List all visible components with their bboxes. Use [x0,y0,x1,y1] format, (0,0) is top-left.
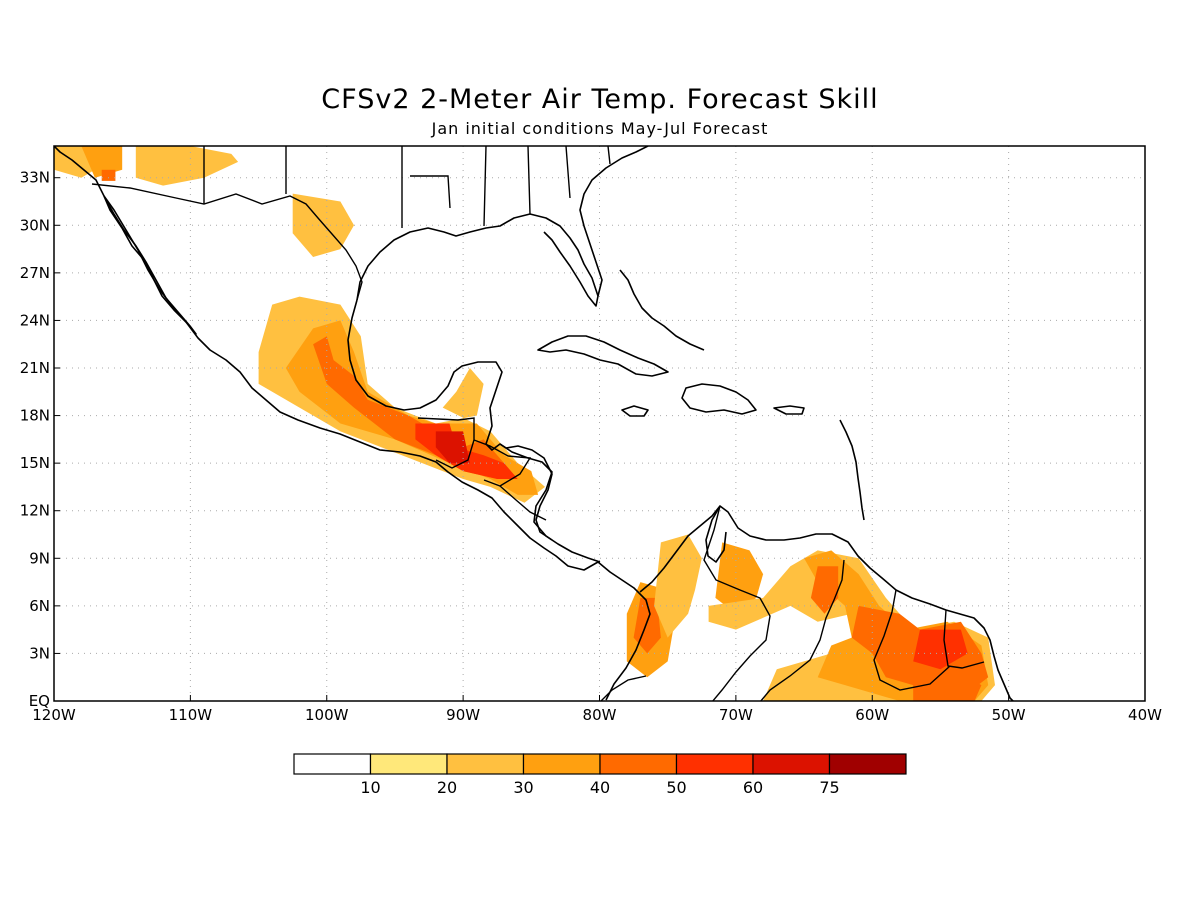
colorbar-label: 60 [743,778,763,797]
colorbar-label: 20 [437,778,457,797]
colorbar: 10 20 30 40 50 60 75 [293,753,907,797]
coastline-layer [54,146,1015,701]
colorbar-swatch-4 [599,753,678,775]
political-border-layer [91,146,985,701]
lat-tick-label: 12N [20,502,50,520]
skill-region-19 [913,669,982,701]
lat-tick-label: 33N [20,169,50,187]
lon-tick-label: 120W [32,706,76,724]
lon-tick-label: 70W [719,706,753,724]
coastline-bahamas [619,269,705,351]
lat-tick-label: 6N [29,597,50,615]
lon-tick-label: 110W [169,706,213,724]
lon-tick-label: 80W [583,706,617,724]
coastline-lesser-antilles [839,419,865,521]
skill-region-9 [435,431,470,464]
map-subtitle: Jan initial conditions May-Jul Forecast [431,119,769,138]
coastline-south-america [639,505,1015,701]
border-suriname-guiana [943,609,985,669]
lon-tick-label: 40W [1128,706,1162,724]
lat-tick-label: 18N [20,407,50,425]
skill-region-2 [81,146,123,178]
lat-tick-label: 15N [20,454,50,472]
colorbar-label: 50 [666,778,686,797]
lat-tick-label: EQ [29,692,50,710]
map-title: CFSv2 2-Meter Air Temp. Forecast Skill [321,84,879,115]
colorbar-swatch-5 [675,753,754,775]
coastline-baja [103,195,197,335]
colorbar-swatch-3 [522,753,601,775]
lon-tick-label: 100W [305,706,349,724]
skill-region-18 [913,629,968,670]
colorbar-swatch-6 [752,753,831,775]
lon-tick-label: 90W [446,706,480,724]
colorbar-swatch-0 [293,753,372,775]
colorbar-label: 30 [513,778,533,797]
border-venezuela-guyana [759,559,845,701]
lat-tick-label: 9N [29,549,50,567]
lat-lon-grid [54,146,1145,701]
skill-fill-layer [54,146,995,701]
colorbar-label: 10 [360,778,380,797]
skill-region-3 [101,169,116,181]
skill-region-4 [292,193,354,257]
border-us-mexico [91,183,363,301]
colorbar-swatch-7 [828,753,907,775]
lat-tick-label: 3N [29,644,50,662]
colorbar-label: 40 [590,778,610,797]
lon-tick-label: 60W [855,706,889,724]
lat-tick-label: 27N [20,264,50,282]
border-guyana-suriname [873,589,951,691]
coastline-cuba [537,335,669,377]
skill-region-1 [135,146,239,186]
colorbar-label: 75 [819,778,839,797]
border-colombia-venezuela [703,505,771,701]
coastline-puerto-rico [773,405,805,415]
skill-region-13 [715,542,764,614]
colorbar-swatch-1 [369,753,448,775]
lat-tick-label: 24N [20,311,50,329]
coastline-atlantic [579,146,649,297]
lat-tick-label: 21N [20,359,50,377]
border-us-states [203,146,611,228]
coastline-lake-maracaibo [705,505,727,563]
skill-region-12 [654,534,702,638]
longitude-ticks: 120W 110W 100W 90W 80W 70W 60W 50W 40W [32,695,1162,724]
map-frame [53,145,1146,702]
latitude-ticks: EQ 3N 6N 9N 12N 15N 18N 21N 24N 27N 30N 33N [20,169,60,710]
border-nicaragua [499,485,547,521]
coastline-hispaniola [681,383,757,415]
skill-region-16 [810,566,839,614]
border-peru-colombia [600,675,647,701]
lon-tick-label: 50W [992,706,1026,724]
colorbar-swatch-2 [446,753,525,775]
coastline-gulf-north [356,213,599,307]
coastline-jamaica [621,405,649,417]
lat-tick-label: 30N [20,216,50,234]
